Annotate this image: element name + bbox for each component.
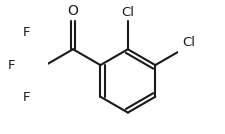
Text: Cl: Cl (181, 36, 194, 49)
Text: F: F (8, 59, 15, 72)
Text: F: F (23, 91, 30, 104)
Text: O: O (67, 4, 78, 18)
Text: Cl: Cl (121, 6, 134, 19)
Text: F: F (23, 26, 30, 39)
